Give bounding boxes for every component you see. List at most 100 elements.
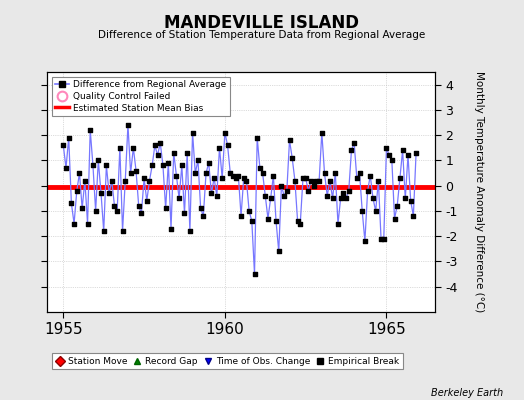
Point (237, 213, 245, 219)
Point (83, 220, 92, 227)
Point (145, 178, 154, 184)
Point (280, 192, 288, 199)
Point (286, 137, 294, 144)
Point (377, 236, 385, 242)
Point (329, 195, 337, 202)
Point (75, 170, 84, 176)
Point (372, 208, 380, 214)
Point (275, 248, 283, 254)
Point (185, 228, 194, 234)
Point (299, 175, 307, 181)
Point (385, 152, 394, 158)
Point (137, 210, 146, 217)
Point (151, 142, 159, 148)
Point (307, 178, 315, 184)
Point (135, 203, 143, 209)
Point (64, 134, 73, 141)
Point (393, 203, 401, 209)
Point (81, 178, 89, 184)
Point (215, 144, 224, 151)
Point (261, 192, 269, 199)
Point (213, 192, 221, 199)
Point (269, 172, 278, 179)
Point (105, 190, 113, 196)
Point (132, 167, 140, 174)
Point (94, 157, 103, 164)
Point (191, 170, 200, 176)
Point (221, 130, 229, 136)
Point (229, 172, 237, 179)
Point (159, 162, 167, 169)
Point (154, 152, 162, 158)
Point (304, 188, 312, 194)
Point (189, 130, 197, 136)
Point (301, 175, 310, 181)
Point (336, 195, 345, 202)
Point (97, 190, 105, 196)
Point (248, 218, 256, 224)
Point (258, 170, 267, 176)
Point (89, 162, 97, 169)
Point (234, 172, 243, 179)
Point (226, 170, 234, 176)
Point (277, 182, 286, 189)
Point (388, 157, 396, 164)
Point (124, 122, 132, 128)
Point (129, 144, 137, 151)
Point (323, 192, 331, 199)
Point (73, 188, 81, 194)
Point (92, 208, 100, 214)
Point (126, 170, 135, 176)
Point (288, 155, 297, 161)
Point (267, 195, 275, 202)
Point (199, 213, 208, 219)
Point (331, 170, 340, 176)
Point (196, 205, 205, 212)
Point (140, 175, 148, 181)
Point (326, 178, 334, 184)
Point (320, 170, 329, 176)
Point (293, 218, 302, 224)
Point (70, 220, 78, 227)
Point (245, 208, 253, 214)
Point (412, 150, 420, 156)
Point (180, 210, 189, 217)
Point (366, 172, 375, 179)
Point (409, 213, 418, 219)
Point (355, 170, 364, 176)
Point (204, 160, 213, 166)
Text: Berkeley Earth: Berkeley Earth (431, 388, 503, 398)
Point (282, 188, 291, 194)
Point (110, 203, 118, 209)
Point (291, 178, 299, 184)
Point (334, 220, 342, 227)
Point (86, 127, 94, 133)
Point (253, 134, 261, 141)
Point (345, 188, 353, 194)
Point (232, 175, 240, 181)
Point (264, 215, 272, 222)
Point (347, 147, 356, 154)
Point (121, 178, 129, 184)
Point (379, 236, 388, 242)
Point (102, 162, 111, 169)
Point (194, 157, 202, 164)
Point (242, 178, 250, 184)
Legend: Difference from Regional Average, Quality Control Failed, Estimated Station Mean: Difference from Regional Average, Qualit… (52, 76, 230, 116)
Point (256, 165, 264, 171)
Legend: Station Move, Record Gap, Time of Obs. Change, Empirical Break: Station Move, Record Gap, Time of Obs. C… (52, 353, 403, 370)
Point (78, 205, 86, 212)
Point (383, 144, 391, 151)
Point (398, 147, 407, 154)
Point (250, 271, 259, 277)
Point (59, 142, 68, 148)
Point (396, 175, 404, 181)
Point (170, 150, 178, 156)
Point (350, 140, 358, 146)
Point (310, 182, 318, 189)
Point (202, 170, 210, 176)
Point (390, 215, 399, 222)
Point (401, 195, 409, 202)
Point (339, 190, 347, 196)
Point (167, 226, 175, 232)
